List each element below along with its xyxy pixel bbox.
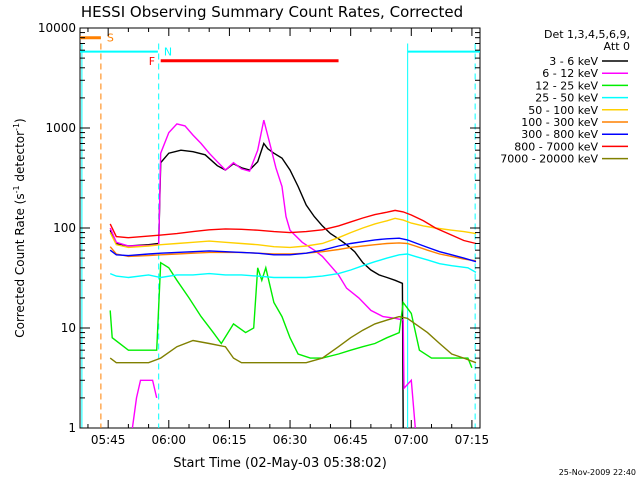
x-tick-label: 06:15 [212, 433, 247, 447]
series-line-6-12-kev [109, 119, 416, 429]
x-tick-label: 06:00 [151, 433, 186, 447]
series-lines [109, 119, 477, 429]
x-tick-label: 06:30 [273, 433, 308, 447]
y-tick-label: 10 [61, 321, 76, 335]
legend-label-800-7000-kev: 800 - 7000 keV [514, 140, 598, 153]
legend-label-7000-20000-kev: 7000 - 20000 keV [500, 153, 598, 166]
x-tick-label: 05:45 [91, 433, 126, 447]
x-axis-ticks: 05:45 06:00 06:15 06:30 06:45 07:00 07:15 [87, 28, 490, 447]
y-axis-ticks: 1 10 100 1000 10000 [38, 21, 480, 435]
y-axis-label: Corrected Count Rate (s-1 detector-1) [12, 118, 27, 337]
y-tick-label: 1 [68, 421, 76, 435]
series-line-100-300-kev [109, 242, 477, 262]
plot-area [79, 27, 481, 429]
flag-label-n: N [164, 46, 172, 59]
x-tick-label: 07:15 [455, 433, 490, 447]
x-tick-label: 07:00 [394, 433, 429, 447]
y-tick-label: 10000 [38, 21, 76, 35]
legend-label-12-25-kev: 12 - 25 keV [535, 79, 598, 92]
series-line-25-50-kev [109, 253, 477, 279]
legend-label-300-800-kev: 300 - 800 keV [521, 128, 598, 141]
series-line-3-6-kev [109, 142, 404, 429]
mode-marker-lines [81, 43, 476, 428]
legend-header-line1: Det 1,3,4,5,6,9, [544, 28, 630, 41]
observing-flags: S NF [80, 32, 480, 68]
y-tick-label: 1000 [45, 121, 76, 135]
legend-label-3-6-kev: 3 - 6 keV [549, 55, 598, 68]
series-line-50-100-kev [109, 217, 477, 249]
legend-header-line2: Att 0 [604, 40, 630, 53]
chart-title: HESSI Observing Summary Count Rates, Cor… [81, 3, 463, 21]
legend-label-50-100-kev: 50 - 100 keV [528, 104, 598, 117]
x-axis-label: Start Time (02-May-03 05:38:02) [173, 456, 387, 471]
series-line-12-25-kev [109, 261, 473, 369]
series-line-7000-20000-kev [109, 315, 477, 364]
y-tick-label: 100 [53, 221, 76, 235]
footer-date: 25-Nov-2009 22:40 [559, 468, 636, 477]
flag-label-s: S [107, 32, 114, 45]
flag-label-f: F [149, 55, 155, 68]
legend-label-100-300-kev: 100 - 300 keV [521, 116, 598, 129]
legend-label-25-50-kev: 25 - 50 keV [535, 92, 598, 105]
series-line-800-7000-kev [109, 209, 477, 245]
legend-label-6-12-kev: 6 - 12 keV [542, 67, 598, 80]
x-tick-label: 06:45 [333, 433, 368, 447]
series-line-300-800-kev [109, 237, 477, 263]
